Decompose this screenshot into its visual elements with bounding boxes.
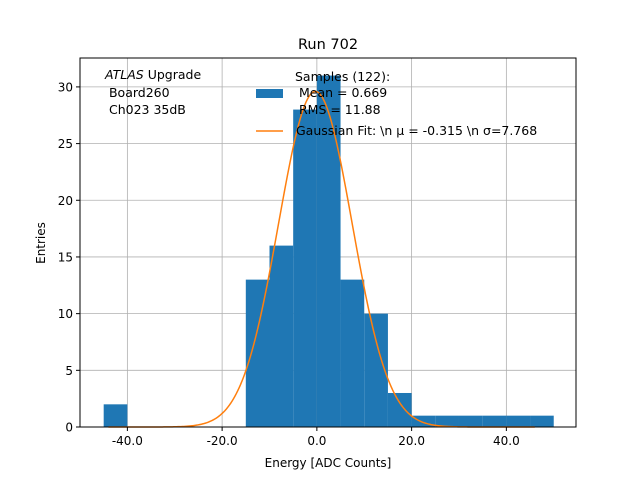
histogram-bar: [316, 75, 341, 428]
histogram-bar: [340, 279, 365, 427]
x-tick-label: -20.0: [207, 434, 238, 448]
histogram-bar: [435, 415, 459, 427]
plot-frame: [79, 57, 577, 428]
upgrade-label: Upgrade: [144, 67, 202, 82]
svg-text:ATLAS Upgrade: ATLAS Upgrade: [104, 67, 201, 82]
atlas-label: ATLAS: [104, 67, 144, 82]
legend-samples-line1: Samples (122):: [295, 69, 390, 84]
histogram-bar: [411, 415, 436, 427]
y-tick-label: 15: [58, 250, 73, 264]
histogram-bar: [245, 279, 270, 427]
histogram-bars: [103, 75, 554, 428]
histogram-bar: [530, 415, 554, 427]
y-tick-label: 5: [65, 364, 73, 378]
histogram-bar: [103, 404, 128, 427]
y-tick-label: 30: [58, 80, 73, 94]
y-tick-label: 0: [65, 421, 73, 435]
legend: Samples (122): Mean = 0.669 RMS = 11.88 …: [256, 69, 537, 138]
histogram-bar: [506, 415, 531, 427]
x-tick-label: 40.0: [493, 434, 520, 448]
histogram-bar: [269, 245, 294, 427]
y-tick-label: 10: [58, 307, 73, 321]
legend-swatch-samples: [256, 89, 283, 98]
x-tick-label: 20.0: [398, 434, 425, 448]
chart-title: Run 702: [298, 37, 358, 53]
y-tick-label: 20: [58, 194, 73, 208]
histogram-bar: [387, 392, 412, 427]
x-tick-label: -40.0: [112, 434, 143, 448]
x-axis-label: Energy [ADC Counts]: [265, 456, 392, 470]
legend-samples-line2: Mean = 0.669: [295, 85, 387, 100]
legend-fit-label: Gaussian Fit: \n μ = -0.315 \n σ=7.768: [296, 123, 537, 138]
histogram-bar: [482, 415, 507, 427]
atlas-annotation: ATLAS Upgrade Board260 Ch023 35dB: [104, 67, 201, 117]
x-axis-ticks: -40.0 -20.0 0.0 20.0 40.0: [112, 427, 520, 448]
y-axis-label: Entries: [34, 222, 48, 264]
y-axis-ticks: 0 5 10 15 20 25 30: [58, 80, 80, 435]
legend-samples-line3: RMS = 11.88: [295, 102, 381, 117]
histogram-bar: [458, 415, 483, 427]
histogram-bar: [293, 109, 317, 428]
channel-label: Ch023 35dB: [105, 102, 186, 117]
histogram-bar: [364, 313, 388, 427]
board-label: Board260: [105, 85, 170, 100]
y-tick-label: 25: [58, 137, 73, 151]
x-tick-label: 0.0: [307, 434, 326, 448]
